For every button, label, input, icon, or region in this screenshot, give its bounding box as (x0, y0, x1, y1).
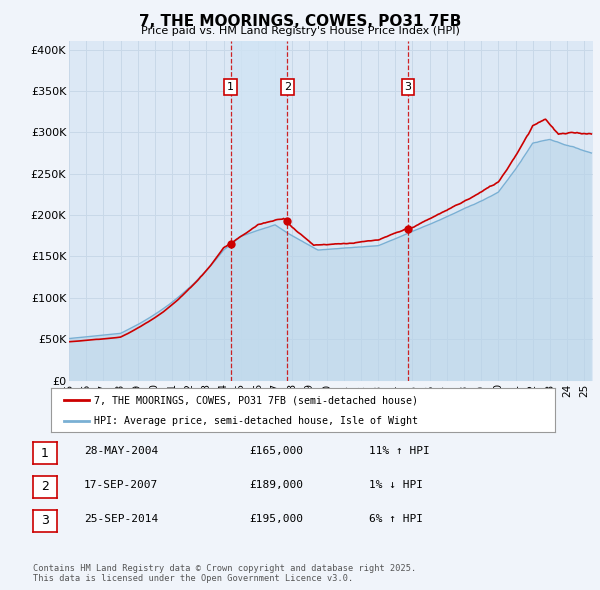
Text: 17-SEP-2007: 17-SEP-2007 (84, 480, 158, 490)
Text: 2: 2 (284, 82, 291, 92)
Text: £165,000: £165,000 (249, 447, 303, 456)
Text: 1% ↓ HPI: 1% ↓ HPI (369, 480, 423, 490)
Text: £189,000: £189,000 (249, 480, 303, 490)
Text: 1: 1 (41, 447, 49, 460)
Text: 6% ↑ HPI: 6% ↑ HPI (369, 514, 423, 524)
Text: 3: 3 (404, 82, 412, 92)
Text: £195,000: £195,000 (249, 514, 303, 524)
Text: Price paid vs. HM Land Registry's House Price Index (HPI): Price paid vs. HM Land Registry's House … (140, 26, 460, 36)
Text: 3: 3 (41, 514, 49, 527)
Text: Contains HM Land Registry data © Crown copyright and database right 2025.
This d: Contains HM Land Registry data © Crown c… (33, 563, 416, 583)
Bar (230, 41, 287, 381)
Text: 7, THE MOORINGS, COWES, PO31 7FB (semi-detached house): 7, THE MOORINGS, COWES, PO31 7FB (semi-d… (94, 395, 418, 405)
Text: 25-SEP-2014: 25-SEP-2014 (84, 514, 158, 524)
Text: 7, THE MOORINGS, COWES, PO31 7FB: 7, THE MOORINGS, COWES, PO31 7FB (139, 14, 461, 29)
Text: 2: 2 (41, 480, 49, 493)
Text: 11% ↑ HPI: 11% ↑ HPI (369, 447, 430, 456)
Text: 28-MAY-2004: 28-MAY-2004 (84, 447, 158, 456)
Text: HPI: Average price, semi-detached house, Isle of Wight: HPI: Average price, semi-detached house,… (94, 417, 418, 426)
Text: 1: 1 (227, 82, 234, 92)
